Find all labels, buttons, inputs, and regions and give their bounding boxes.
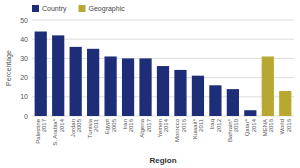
bar (192, 76, 204, 116)
legend-swatch (79, 5, 86, 12)
y-tick-label: 40 (20, 36, 28, 43)
x-tick-label: S. Arabia*2014 (52, 118, 65, 145)
y-axis-label: Percentage (5, 50, 13, 86)
bar (87, 49, 99, 116)
grid-line (32, 20, 294, 21)
bar (209, 85, 221, 116)
bar (139, 58, 151, 116)
legend-swatch (32, 5, 39, 12)
bar (157, 66, 169, 116)
legend-label: Country (42, 5, 67, 13)
x-axis-label: Region (149, 156, 176, 165)
x-tick-label: World2016 (279, 118, 292, 134)
y-tick-label: 30 (20, 55, 28, 62)
y-tick-label: 10 (20, 93, 28, 100)
chart: 0 10 20 30 40 50 Palestine2017 S. Arabia*2014 Jo… (0, 0, 300, 168)
x-tick-label: Jordan2005 (70, 118, 83, 137)
x-tick-label: Bahrain*2010 (227, 118, 240, 142)
x-tick-label: Kuwait*2011 (192, 118, 205, 139)
bar (122, 58, 134, 116)
x-tick-label: Tunisia2011 (87, 118, 100, 138)
y-tick-label: 50 (20, 17, 28, 24)
grid-line (32, 39, 294, 40)
bar (70, 47, 82, 116)
x-tick-label: MENA2016 (262, 118, 275, 136)
bar (227, 89, 239, 116)
legend-label: Geographic (89, 5, 126, 13)
bar (279, 91, 291, 116)
x-tick-label: Egypt2005 (104, 118, 117, 134)
bar (244, 110, 256, 116)
x-tick-label: Iraq2012 (209, 118, 222, 132)
x-tick-label: Yemen2014 (157, 118, 170, 137)
bar (262, 56, 274, 116)
x-tick-label: Algeria2017 (139, 118, 152, 137)
bar (52, 35, 64, 116)
legend: Country Geographic (32, 5, 125, 13)
x-tick-label: Qatar*2014 (244, 118, 256, 136)
x-tick-label: Palestine2017 (35, 118, 48, 143)
y-tick-label: 20 (20, 74, 28, 81)
x-tick-label: Morocco2016 (174, 118, 187, 142)
bars (35, 32, 292, 116)
y-tick-label: 0 (24, 113, 28, 120)
x-tick-label: Iran2016 (122, 118, 135, 132)
bar (104, 56, 116, 116)
bar (174, 70, 186, 116)
bar (35, 32, 47, 116)
